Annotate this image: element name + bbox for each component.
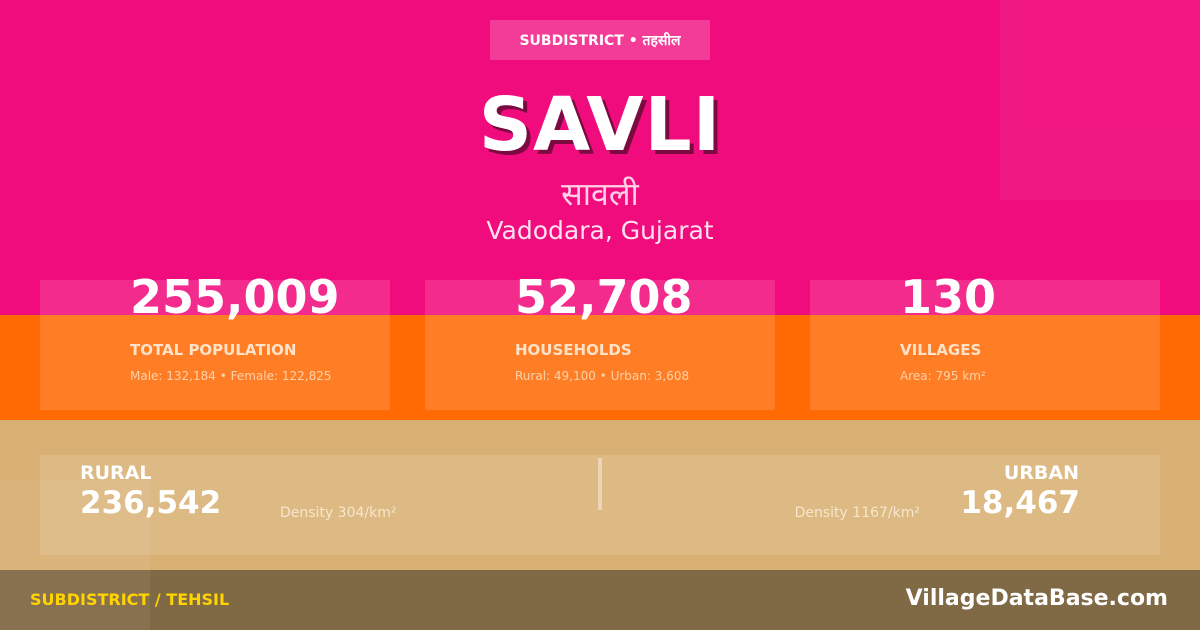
stat-value: 255,009	[130, 270, 340, 324]
stat-label: HOUSEHOLDS	[515, 341, 632, 359]
header-band	[0, 0, 1200, 315]
footer-category: SUBDISTRICT / TEHSIL	[30, 590, 230, 609]
stat-label: VILLAGES	[900, 341, 982, 359]
stat-card-population: 255,009 TOTAL POPULATION Male: 132,184 •…	[40, 270, 390, 410]
rural-density: Density 304/km²	[280, 505, 397, 521]
title-hindi: सावली	[561, 175, 639, 213]
decorative-square	[0, 480, 150, 630]
stat-detail: Area: 795 km²	[900, 369, 986, 383]
page-title: SAVLI	[478, 82, 722, 168]
decorative-square	[1000, 0, 1200, 200]
rural-label: RURAL	[80, 462, 152, 484]
stat-card-households: 52,708 HOUSEHOLDS Rural: 49,100 • Urban:…	[425, 270, 775, 410]
stat-detail: Male: 132,184 • Female: 122,825	[130, 369, 332, 383]
location: Vadodara, Gujarat	[486, 216, 714, 245]
rural-urban-band	[0, 420, 1200, 570]
stat-label: TOTAL POPULATION	[130, 341, 297, 359]
footer-band	[0, 570, 1200, 630]
brand-link[interactable]: VillageDataBase.com	[905, 586, 1168, 611]
urban-density: Density 1167/km²	[794, 505, 920, 521]
stat-value: 130	[900, 270, 997, 324]
divider	[598, 458, 602, 510]
stats-band	[0, 315, 1200, 420]
type-badge: SUBDISTRICT • तहसील	[490, 20, 710, 60]
stat-value: 52,708	[515, 270, 693, 324]
stat-detail: Rural: 49,100 • Urban: 3,608	[515, 369, 690, 383]
urban-value: 18,467	[960, 485, 1080, 521]
stat-card-villages: 130 VILLAGES Area: 795 km²	[810, 270, 1160, 410]
rural-value: 236,542	[80, 485, 222, 521]
rural-urban-panel	[40, 455, 1160, 555]
urban-label: URBAN	[1003, 462, 1079, 484]
